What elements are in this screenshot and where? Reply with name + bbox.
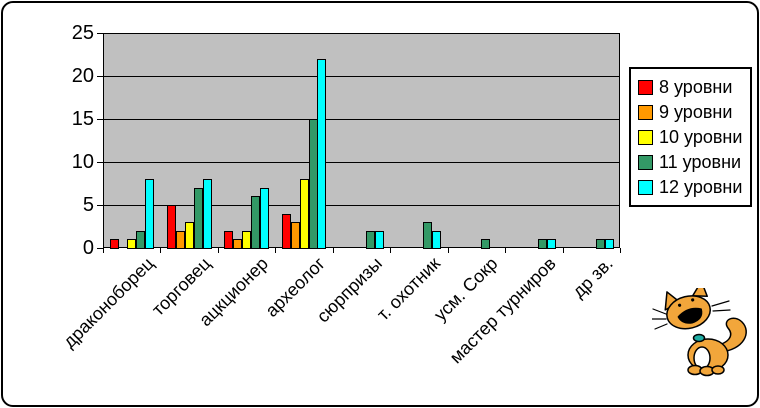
cat-mascot-image xyxy=(652,288,747,377)
bar xyxy=(317,59,326,249)
bar xyxy=(547,239,556,249)
legend-item: 11 уровни xyxy=(638,153,746,171)
bar xyxy=(538,239,547,249)
bar xyxy=(233,239,242,249)
cat-paw xyxy=(711,365,725,375)
x-axis-label: мастер турниров xyxy=(445,253,560,368)
y-axis-tick xyxy=(97,162,103,163)
y-axis-label: 5 xyxy=(82,194,94,216)
cat-mouth xyxy=(677,307,703,324)
bar xyxy=(110,239,119,249)
cat-whiskers xyxy=(652,300,731,330)
bar xyxy=(136,231,145,249)
y-axis-label: 10 xyxy=(71,151,94,173)
bar xyxy=(596,239,605,249)
y-axis-tick xyxy=(97,248,103,249)
legend-swatch xyxy=(638,104,653,120)
bar xyxy=(145,179,154,249)
cat-ear xyxy=(691,288,708,298)
bar xyxy=(203,179,212,249)
bar xyxy=(194,188,203,249)
legend-label: 11 уровни xyxy=(659,152,742,172)
bar xyxy=(167,205,176,249)
legend-swatch xyxy=(638,154,653,170)
bar xyxy=(185,222,194,249)
y-axis-tick xyxy=(97,76,103,77)
cat-collar xyxy=(692,333,706,343)
legend-label: 8 уровни xyxy=(659,77,733,97)
x-axis-label: др зв. xyxy=(568,253,617,302)
legend-label: 10 уровни xyxy=(659,127,743,147)
y-axis-tick xyxy=(97,33,103,34)
y-axis-tick xyxy=(97,205,103,206)
bar xyxy=(282,214,291,249)
bar xyxy=(224,231,233,249)
y-axis-label: 0 xyxy=(82,237,94,259)
cat-eye xyxy=(691,298,695,302)
bar xyxy=(481,239,490,249)
bar xyxy=(251,196,260,249)
bar xyxy=(432,231,441,249)
cat-tail xyxy=(713,317,747,353)
plot-area xyxy=(103,33,620,248)
x-axis-tick xyxy=(505,248,506,253)
bar xyxy=(176,231,185,249)
x-axis-tick xyxy=(333,248,334,253)
legend-item: 9 уровни xyxy=(638,103,746,121)
legend-swatch xyxy=(638,79,653,95)
x-axis-tick xyxy=(275,248,276,253)
x-axis-tick xyxy=(160,248,161,253)
legend-swatch xyxy=(638,129,653,145)
legend-label: 9 уровни xyxy=(659,102,733,122)
legend: 8 уровни 9 уровни 10 уровни 11 уровни 12 уро… xyxy=(629,67,752,207)
bar xyxy=(127,239,136,249)
x-axis-tick xyxy=(563,248,564,253)
bar xyxy=(605,239,614,249)
bar xyxy=(260,188,269,249)
gridline xyxy=(103,205,620,206)
gridline xyxy=(103,76,620,77)
x-axis-tick xyxy=(390,248,391,253)
bar xyxy=(300,179,309,249)
bar xyxy=(242,231,251,249)
x-axis-label: драконоборец xyxy=(58,253,158,352)
y-axis-label: 20 xyxy=(71,65,94,87)
x-axis-tick xyxy=(620,248,621,253)
gridline xyxy=(103,162,620,163)
x-axis-tick xyxy=(448,248,449,253)
y-axis-label: 15 xyxy=(71,108,94,130)
legend-swatch xyxy=(638,179,653,195)
cat-head xyxy=(664,288,711,330)
legend-item: 8 уровни xyxy=(638,78,746,96)
legend-item: 10 уровни xyxy=(638,128,746,146)
bar xyxy=(291,222,300,249)
gridline xyxy=(103,119,620,120)
bar xyxy=(375,231,384,249)
bar xyxy=(366,231,375,249)
y-axis-label: 25 xyxy=(71,22,94,44)
legend-item: 12 уровни xyxy=(638,178,746,196)
bar xyxy=(423,222,432,249)
cat-eye xyxy=(677,303,682,307)
x-axis-tick xyxy=(218,248,219,253)
legend-label: 12 уровни xyxy=(659,177,743,197)
x-axis-tick xyxy=(103,248,104,253)
y-axis-tick xyxy=(97,119,103,120)
